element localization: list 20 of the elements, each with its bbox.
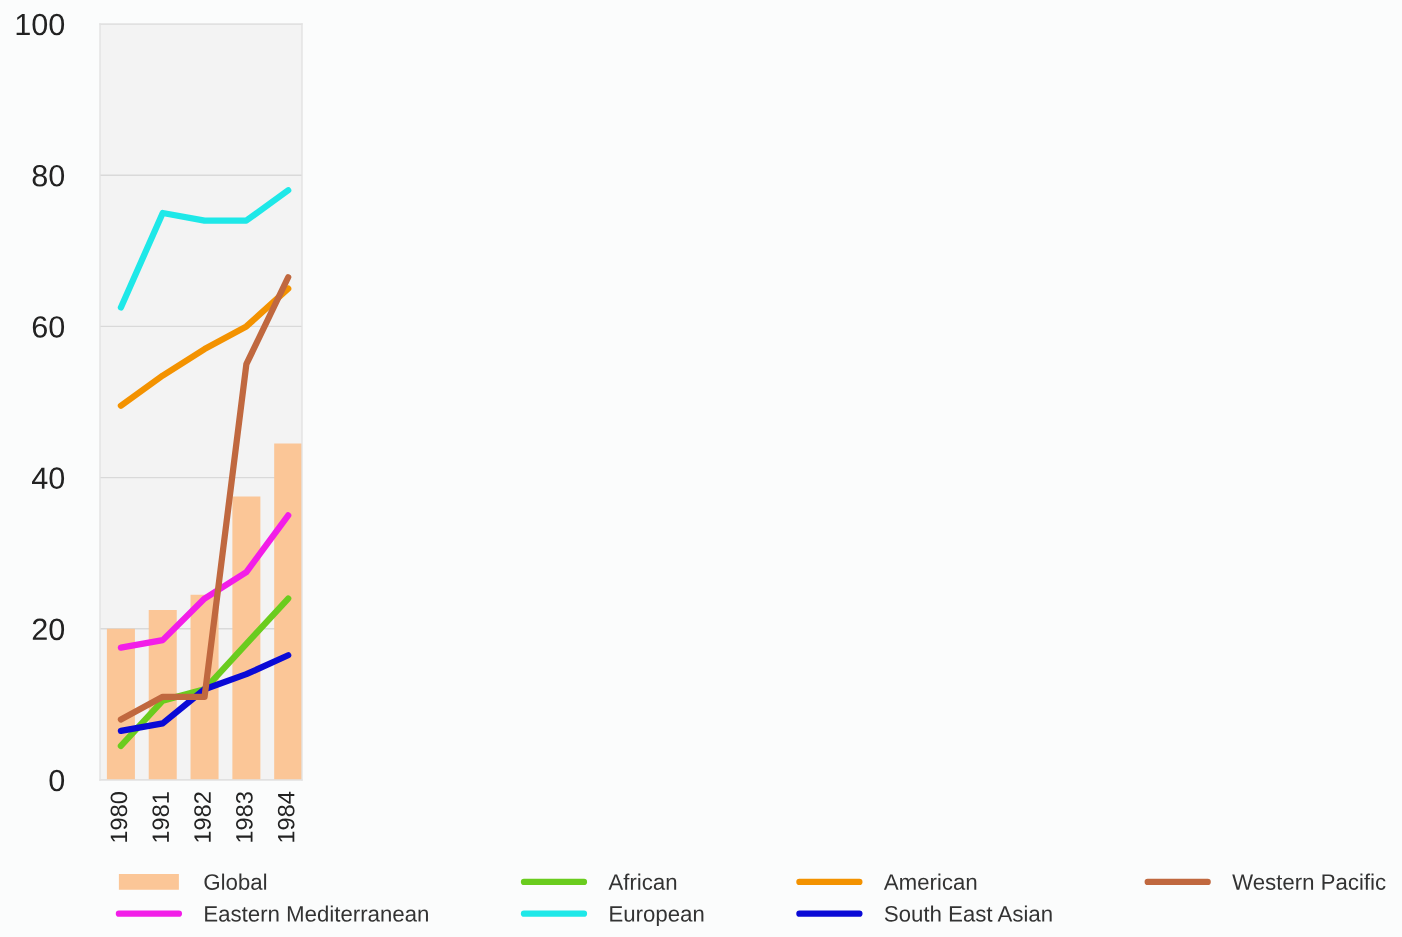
legend-label: Western Pacific <box>1232 873 1386 890</box>
y-tick-label: 100 <box>16 13 65 36</box>
x-tick-label: 1982 <box>194 792 211 842</box>
legend-label: African <box>608 873 677 890</box>
y-tick-label: 0 <box>49 769 65 792</box>
x-tick-label: 1983 <box>236 792 253 842</box>
y-tick-label: 20 <box>32 618 65 641</box>
x-tick-label: 1984 <box>277 791 295 842</box>
y-tick-label: 40 <box>32 467 65 489</box>
bar <box>232 496 261 780</box>
bar <box>274 443 302 780</box>
legend-label: European <box>610 906 704 927</box>
legend-label: South East Asian <box>884 905 1052 922</box>
y-tick-label: 60 <box>32 316 65 338</box>
legend-label: American <box>883 873 977 890</box>
legend-label: Eastern Mediterranean <box>205 905 428 922</box>
y-tick-label: 80 <box>32 164 65 187</box>
legend-label: Global <box>204 873 267 890</box>
x-tick-label: 1980 <box>110 792 128 842</box>
x-tick-label: 1981 <box>152 792 170 842</box>
